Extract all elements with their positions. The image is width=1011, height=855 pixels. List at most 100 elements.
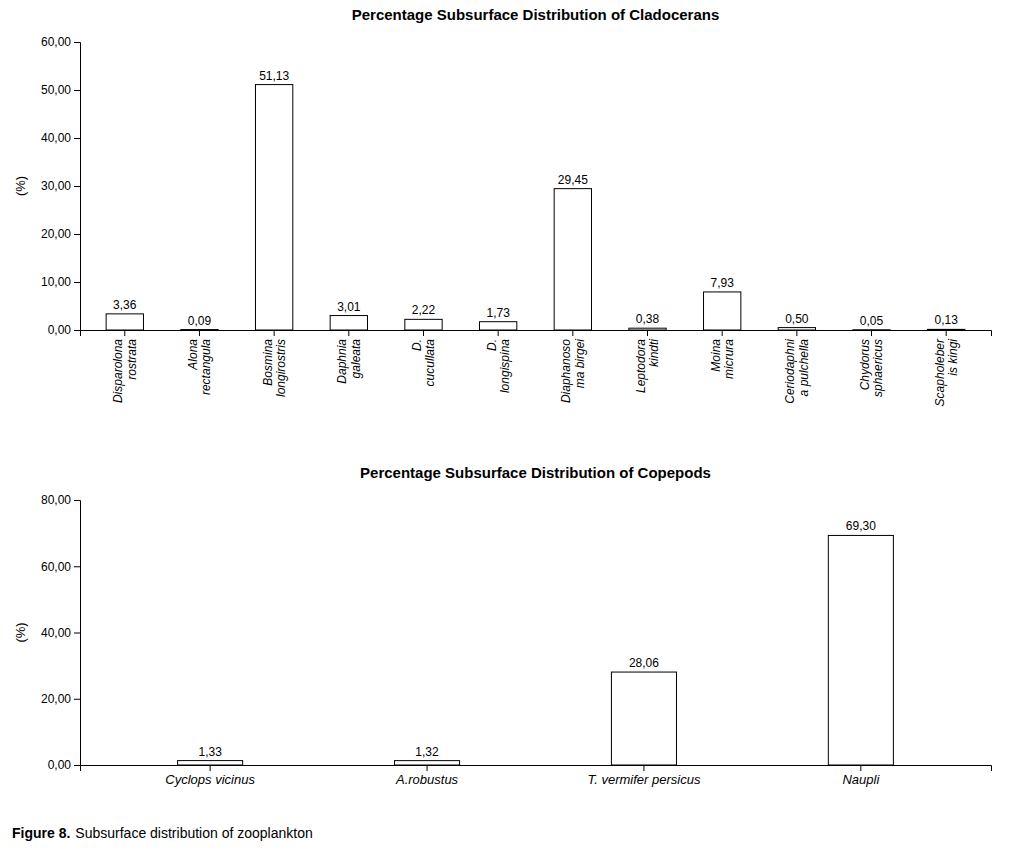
tick: 0,00 (48, 758, 80, 772)
tick-mark (643, 765, 644, 771)
data-label: 0,50 (785, 312, 809, 326)
axis-line (81, 766, 992, 772)
tick-mark (722, 330, 723, 336)
tick: 10,00 (41, 275, 80, 289)
tick-mark (74, 234, 80, 235)
bar (106, 314, 143, 330)
tick-label: 40,00 (41, 626, 71, 640)
tick: Ceriodaphnia pulchella (783, 330, 810, 404)
bar (629, 328, 666, 330)
tick-label: 0,00 (48, 758, 72, 772)
tick-label: 40,00 (41, 131, 71, 145)
subplot: 0,00 10,00 20,00 30,00 40,00 50,00 60,00 Dispar… (13, 6, 992, 406)
tick: 80,00 (41, 493, 80, 507)
tick: Naupli (842, 765, 880, 787)
bars (178, 535, 894, 765)
axis-line (74, 501, 81, 766)
data-label: 69,30 (846, 519, 876, 533)
data-label: 7,93 (711, 276, 735, 290)
title: Percentage Subsurface Distribution of Cl… (352, 6, 720, 23)
tick: Daphniagaleata (335, 330, 362, 384)
data-label: 28,06 (629, 656, 659, 670)
tick-label: 60,00 (41, 35, 71, 49)
data-label: 3,36 (113, 298, 137, 312)
axis-line (81, 331, 992, 337)
data-label: 1,33 (198, 745, 222, 759)
tick: 60,00 (41, 35, 80, 49)
tick-mark (199, 330, 200, 336)
tick-mark (427, 765, 428, 771)
bar (611, 672, 676, 765)
tick: Scapholeberis kingi (933, 330, 960, 406)
y-axis: 0,00 10,00 20,00 30,00 40,00 50,00 60,00 (41, 35, 81, 337)
tick-label: Cyclops vicinus (165, 772, 255, 787)
tick-label: 80,00 (41, 493, 71, 507)
data-label: 51,13 (259, 69, 289, 83)
tick: Moinamicrura (709, 330, 736, 379)
data-label: 29,45 (558, 173, 588, 187)
subplot: 0,0020,0040,0060,0080,00Cyclops vicinusA… (13, 464, 992, 787)
tick-label: Chydorussphaericus (858, 339, 885, 397)
data-label: 2,22 (412, 303, 436, 317)
tick: 50,00 (41, 83, 80, 97)
tick: 20,00 (41, 692, 80, 706)
tick-mark (871, 330, 872, 336)
tick-mark (74, 566, 80, 567)
tick-label: A.robustus (395, 772, 459, 787)
bar (778, 328, 815, 330)
bar (405, 319, 442, 330)
bar (828, 535, 893, 765)
tick-mark (74, 42, 80, 43)
tick: Cyclops vicinus (165, 765, 255, 787)
data-label: 0,38 (636, 312, 660, 326)
caption-bold: Figure 8. (12, 825, 70, 841)
tick: D.cucullata (410, 330, 437, 386)
y-axis-title: (%) (13, 176, 28, 196)
tick-mark (74, 282, 80, 283)
tick-label: D.cucullata (410, 339, 437, 387)
bar (853, 329, 890, 330)
tick-mark (74, 90, 80, 91)
bar (255, 85, 292, 330)
tick: 40,00 (41, 626, 80, 640)
tick: 20,00 (41, 227, 80, 241)
chart-root: 0,00 10,00 20,00 30,00 40,00 50,00 60,00 Dispar… (0, 0, 1011, 855)
data-labels: 1,33 1,32 28,06 69,30 (198, 519, 876, 758)
bar (928, 329, 965, 330)
tick: A.robustus (395, 765, 459, 787)
tick-label: D.longispina (485, 339, 512, 393)
tick: 40,00 (41, 131, 80, 145)
bar (479, 322, 516, 330)
bar (330, 316, 367, 330)
tick-label: 0,00 (48, 323, 72, 337)
tick-label: Disparolonarostrata (111, 339, 138, 403)
data-label: 1,73 (486, 306, 510, 320)
tick-label: T. vermifer persicus (587, 772, 700, 787)
tick-label: Alonarectangula (186, 339, 213, 395)
tick-mark (498, 330, 499, 336)
tick-mark (274, 330, 275, 336)
tick-label: Scapholeberis kingi (933, 338, 960, 406)
tick-label: Ceriodaphnia pulchella (783, 339, 810, 404)
tick-mark (423, 330, 424, 336)
tick-mark (74, 186, 80, 187)
tick-label: 20,00 (41, 227, 71, 241)
x-axis: Disparolonarostrata Alonarectangula Bosmin… (81, 330, 992, 406)
tick-mark (210, 765, 211, 771)
tick-mark (74, 699, 80, 700)
tick: Disparolonarostrata (111, 330, 138, 403)
title: Percentage Subsurface Distribution of Co… (360, 464, 711, 481)
tick: Leptodorakindti (634, 330, 661, 393)
tick-label: Bosminalongirostris (261, 339, 288, 397)
data-label: 0,05 (860, 314, 884, 328)
data-label: 1,32 (415, 745, 439, 759)
caption: Subsurface distribution of zooplankton (75, 825, 312, 841)
data-label: 0,13 (935, 313, 959, 327)
tick-mark (74, 633, 80, 634)
tick-label: Daphniagaleata (335, 339, 362, 384)
bar (178, 761, 243, 765)
tick-mark (572, 330, 573, 336)
tick-label: 10,00 (41, 275, 71, 289)
tick-label: 30,00 (41, 179, 71, 193)
tick: Alonarectangula (186, 330, 213, 395)
